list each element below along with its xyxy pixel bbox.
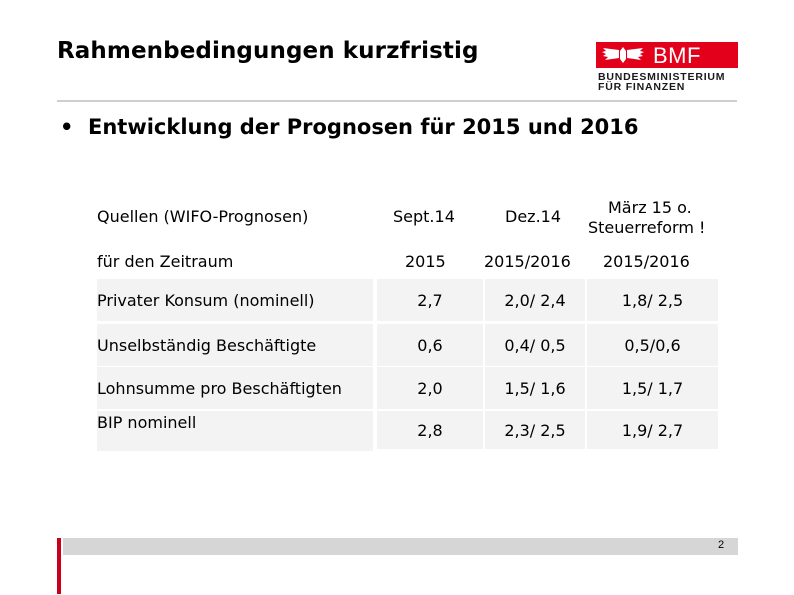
header-dez: Dez.14 [505, 207, 562, 226]
footer-red-bar [57, 538, 61, 594]
table-cell-dez: 2,3/ 2,5 [485, 411, 585, 449]
bullet-dot-icon: • [60, 115, 74, 139]
table-cell-maerz: 0,5/0,6 [587, 324, 718, 366]
table-cell-dez: 0,4/ 0,5 [485, 324, 585, 366]
header-steuerreform: Steuerreform ! [588, 218, 706, 237]
table-cell-maerz: 1,8/ 2,5 [587, 279, 718, 321]
logo-brand: BMF [653, 43, 701, 68]
header-sept: Sept.14 [393, 207, 455, 226]
table-row-label: Privater Konsum (nominell) [97, 279, 373, 321]
table-row-label: Unselbständig Beschäftigte [97, 324, 373, 366]
table-cell-sept: 2,0 [377, 367, 483, 409]
bullet-item: • Entwicklung der Prognosen für 2015 und … [60, 115, 639, 139]
bmf-logo: BMF BUNDESMINISTERIUM FÜR FINANZEN [596, 42, 738, 93]
footer-bar [63, 538, 738, 555]
table-cell-dez: 2,0/ 2,4 [485, 279, 585, 321]
table-cell-maerz: 1,9/ 2,7 [587, 411, 718, 449]
page-number: 2 [718, 539, 725, 551]
bullet-text: Entwicklung der Prognosen für 2015 und 2… [88, 115, 639, 139]
eagle-icon [602, 47, 644, 63]
header-period-dez: 2015/2016 [484, 252, 571, 271]
table-cell-sept: 0,6 [377, 324, 483, 366]
table-cell-maerz: 1,5/ 1,7 [587, 367, 718, 409]
header-maerz: März 15 o. [608, 198, 692, 217]
header-period-label: für den Zeitraum [97, 252, 234, 271]
title-rule [57, 100, 737, 102]
table-row-label: Lohnsumme pro Beschäftigten [97, 367, 373, 409]
table-cell-dez: 1,5/ 1,6 [485, 367, 585, 409]
logo-line1: BUNDESMINISTERIUM [598, 71, 726, 83]
slide-title: Rahmenbedingungen kurzfristig [57, 38, 479, 64]
table-row-label: BIP nominell [97, 411, 373, 451]
header-period-maerz: 2015/2016 [603, 252, 690, 271]
header-source: Quellen (WIFO-Prognosen) [97, 207, 309, 226]
table-cell-sept: 2,7 [377, 279, 483, 321]
logo-red-bar [596, 42, 738, 68]
header-period-sept: 2015 [405, 252, 446, 271]
table-cell-sept: 2,8 [377, 411, 483, 449]
logo-line2: FÜR FINANZEN [598, 81, 686, 93]
